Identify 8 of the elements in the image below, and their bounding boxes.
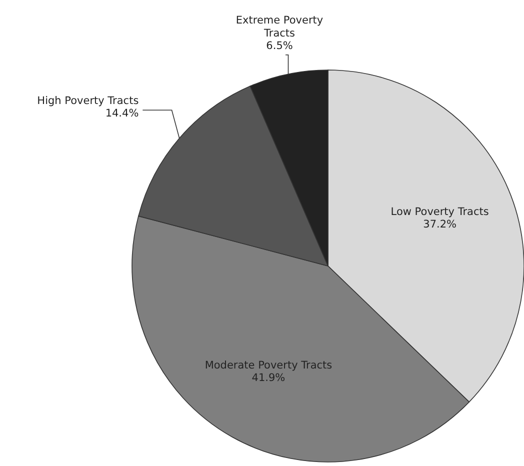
data-label: 37.2% <box>423 218 457 230</box>
slice-label: Moderate Poverty Tracts <box>204 359 332 372</box>
slice-label: High Poverty Tracts <box>37 95 139 108</box>
data-label: 14.4% <box>105 108 139 120</box>
data-label: 41.9% <box>252 372 286 384</box>
slice-label: Extreme Poverty Tracts <box>236 14 324 40</box>
data-label: 6.5% <box>266 40 293 52</box>
slice-label: Low Poverty Tracts <box>390 206 489 218</box>
